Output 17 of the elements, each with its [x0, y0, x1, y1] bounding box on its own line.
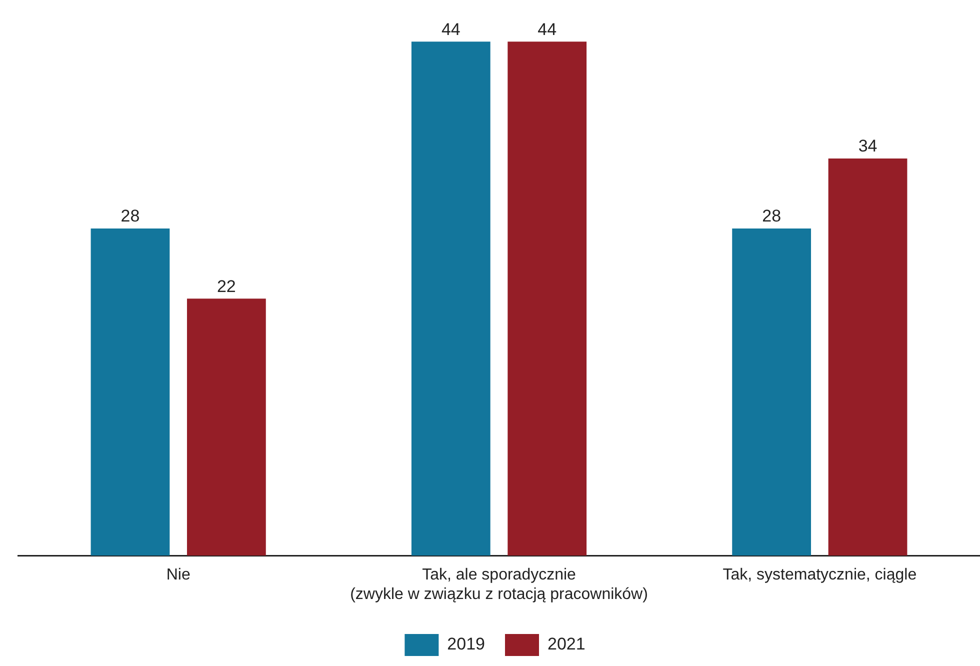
bar	[90, 228, 170, 556]
x-tick-label: Tak, ale sporadycznie (zwykle w związku z rotacją pracowników)	[350, 566, 648, 603]
legend-label: 2019	[447, 634, 486, 654]
bar	[508, 42, 587, 556]
data-label: 22	[216, 276, 236, 296]
data-label: 44	[538, 20, 557, 39]
bar	[411, 42, 490, 556]
bar	[186, 298, 266, 556]
x-tick-label: Nie	[166, 566, 190, 584]
data-label: 44	[441, 20, 460, 39]
data-label: 28	[120, 206, 140, 226]
x-tick-label: Tak, systematycznie, ciągle	[722, 566, 917, 584]
bar	[732, 228, 812, 556]
bar	[828, 158, 908, 556]
data-label: 28	[762, 206, 782, 226]
data-label: 34	[858, 136, 878, 156]
legend-label: 2021	[548, 634, 586, 654]
